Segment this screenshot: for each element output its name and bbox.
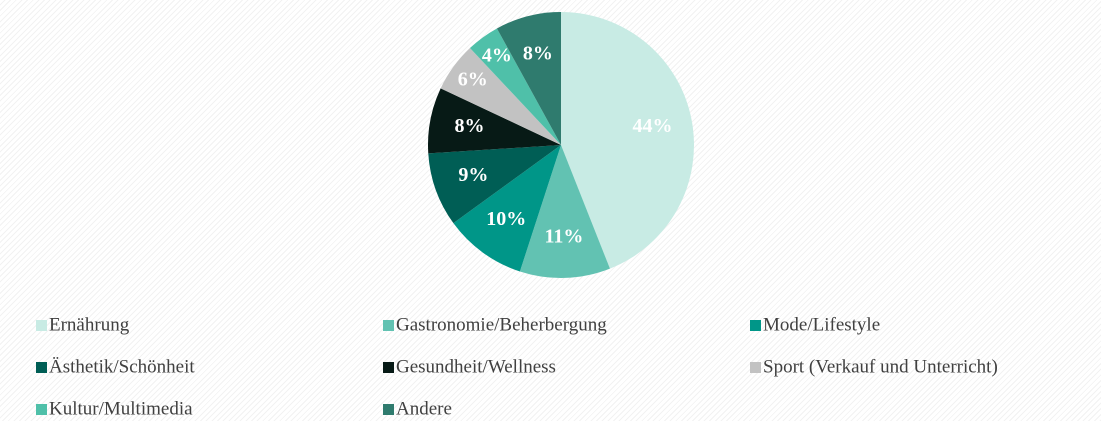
data-label: 9% <box>458 164 488 186</box>
legend-label: Gesundheit/Wellness <box>396 356 556 377</box>
data-label: 6% <box>458 68 488 90</box>
data-label: 44% <box>632 115 672 137</box>
pie-slice <box>519 145 610 278</box>
legend-label: Mode/Lifestyle <box>763 314 880 335</box>
legend-swatch <box>750 362 761 373</box>
pie-slice <box>428 145 561 224</box>
legend-label: Kultur/Multimedia <box>49 398 193 419</box>
legend-swatch <box>383 362 394 373</box>
pie-slice <box>453 145 561 272</box>
legend-swatch <box>383 320 394 331</box>
legend-swatch <box>383 404 394 415</box>
data-label: 10% <box>486 208 526 230</box>
legend-label: Ernährung <box>49 314 130 335</box>
legend-label: Gastronomie/Beherbergung <box>396 314 607 335</box>
legend-label: Sport (Verkauf und Unterricht) <box>763 356 998 377</box>
data-label: 11% <box>544 226 583 248</box>
legend-swatch <box>36 404 47 415</box>
pie-slice <box>440 48 561 145</box>
legend-swatch <box>36 320 47 331</box>
legend-swatch <box>36 362 47 373</box>
pie-slice <box>469 28 561 146</box>
legend-label: Ästhetik/Schönheit <box>49 356 195 377</box>
legend-label: Andere <box>396 398 452 419</box>
data-label: 8% <box>523 42 553 64</box>
data-label: 4% <box>482 44 512 66</box>
legend-swatch <box>750 320 761 331</box>
pie-slice <box>496 12 561 145</box>
data-label: 8% <box>455 115 485 137</box>
pie-slice <box>561 12 694 269</box>
pie-slice <box>428 88 561 154</box>
